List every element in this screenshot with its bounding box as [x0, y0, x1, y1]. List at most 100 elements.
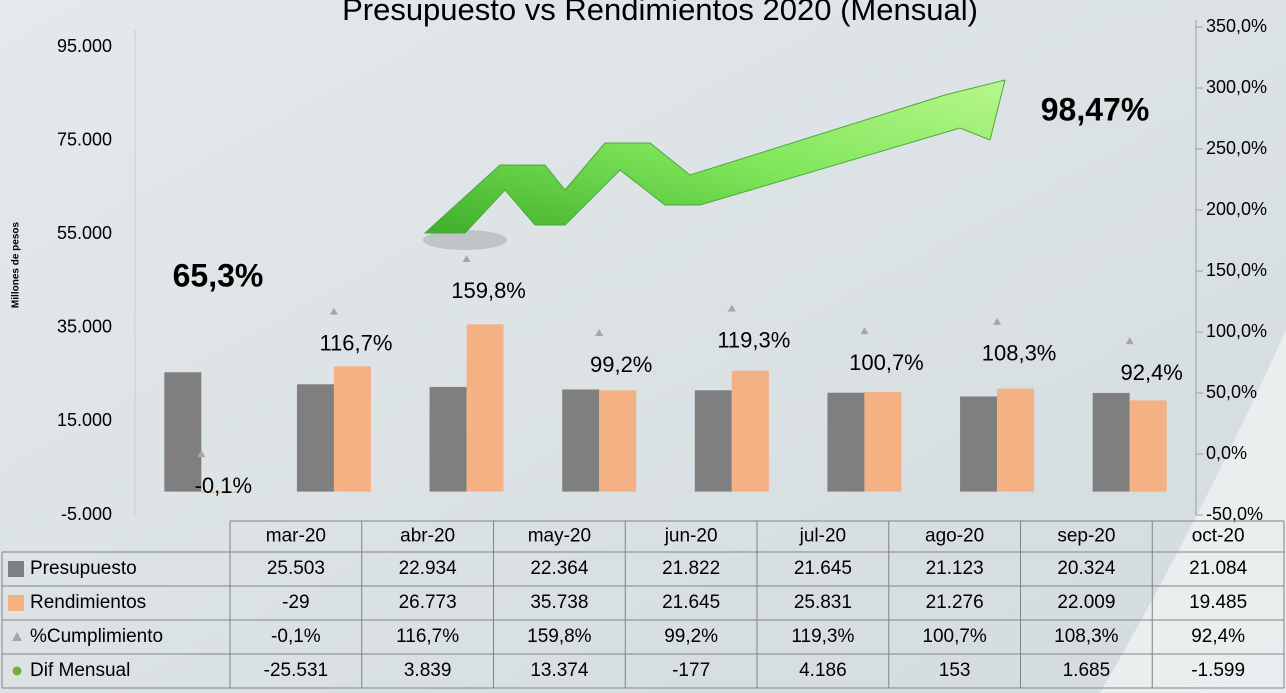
- table-cell: 108,3%: [1054, 626, 1119, 647]
- arrow-graphic: [423, 79, 1006, 234]
- bar: [599, 390, 637, 492]
- bar: [960, 396, 998, 492]
- y2-tick-label: 50,0%: [1206, 382, 1257, 402]
- data-label: 108,3%: [982, 341, 1057, 366]
- table-cell: -0,1%: [271, 626, 321, 647]
- table-cell: 13.374: [530, 660, 589, 681]
- data-label: 92,4%: [1120, 360, 1182, 385]
- table-cell: -177: [672, 660, 710, 681]
- table-cell: 4.186: [799, 660, 847, 681]
- bar: [201, 491, 239, 493]
- bar: [164, 372, 202, 492]
- table-cell: 1.685: [1063, 660, 1111, 681]
- data-label: 119,3%: [717, 327, 790, 352]
- bar: [731, 370, 769, 492]
- table-cell: 21.822: [662, 558, 720, 579]
- chart-title: Presupuesto vs Rendimientos 2020 (Mensua…: [342, 0, 978, 27]
- table-cell: -29: [282, 592, 309, 613]
- marker: [993, 317, 1002, 325]
- table-header: may-20: [528, 526, 591, 547]
- legend-label: Rendimientos: [30, 592, 146, 613]
- table-cell: 119,3%: [791, 626, 854, 647]
- bar: [1092, 392, 1130, 492]
- bar: [694, 390, 732, 492]
- marker: [860, 327, 869, 335]
- table-cell: 99,2%: [664, 626, 718, 647]
- table-cell: -25.531: [264, 660, 328, 681]
- bar: [827, 392, 865, 492]
- marker: [197, 450, 206, 458]
- data-label: 99,2%: [590, 352, 652, 377]
- table-cell: 22.934: [399, 558, 458, 579]
- y-tick-label: 95.000: [57, 36, 112, 56]
- legend-symbol: [8, 561, 24, 577]
- bar: [296, 384, 334, 492]
- annotation: 65,3%: [173, 257, 264, 293]
- background-swoosh: [1100, 330, 1286, 693]
- y2-tick-label: 100,0%: [1206, 321, 1267, 341]
- legend-label: %Cumplimiento: [30, 626, 163, 647]
- arrow-shadow: [423, 230, 507, 250]
- y2-tick-label: 350,0%: [1206, 16, 1267, 36]
- y2-tick-label: 250,0%: [1206, 138, 1267, 158]
- legend-symbol: [8, 595, 24, 611]
- table-cell: 26.773: [399, 592, 457, 613]
- bar: [1129, 400, 1167, 492]
- table-header: sep-20: [1057, 526, 1115, 547]
- bar: [997, 388, 1035, 492]
- table-cell: 20.324: [1057, 558, 1116, 579]
- table-cell: 92,4%: [1191, 626, 1245, 647]
- table-header: jun-20: [664, 526, 718, 547]
- table-cell: 21.084: [1189, 558, 1248, 579]
- data-label: 159,8%: [451, 278, 526, 303]
- table-cell: 22.009: [1057, 592, 1115, 613]
- table-cell: 22.364: [530, 558, 589, 579]
- table-header: ago-20: [925, 526, 984, 547]
- table-cell: 19.485: [1189, 592, 1247, 613]
- table-cell: 25.831: [794, 592, 852, 613]
- marker: [595, 328, 604, 336]
- y-axis-label: Millones de pesos: [11, 221, 22, 308]
- legend-symbol: [12, 666, 22, 676]
- table-cell: 3.839: [404, 660, 452, 681]
- data-label: -0,1%: [195, 473, 252, 498]
- y-tick-label: 75.000: [57, 129, 112, 149]
- bar: [333, 366, 371, 492]
- bar: [466, 324, 504, 492]
- legend-label: Presupuesto: [30, 558, 137, 579]
- table-cell: 35.738: [530, 592, 588, 613]
- table-header: mar-20: [266, 526, 326, 547]
- data-label: 116,7%: [319, 330, 392, 355]
- table-header: jul-20: [799, 526, 846, 547]
- legend-symbol: [12, 632, 22, 641]
- y2-tick-label: 200,0%: [1206, 199, 1267, 219]
- bar: [429, 386, 467, 492]
- table-cell: 159,8%: [527, 626, 592, 647]
- table-cell: 116,7%: [396, 626, 459, 647]
- y2-tick-label: -50,0%: [1206, 504, 1263, 524]
- marker: [329, 307, 338, 315]
- table-cell: 21.645: [662, 592, 720, 613]
- y2-tick-label: 0,0%: [1206, 443, 1247, 463]
- annotation: 98,47%: [1041, 91, 1150, 127]
- data-label: 100,7%: [849, 350, 924, 375]
- y-tick-label: 55.000: [57, 223, 112, 243]
- y2-tick-label: 300,0%: [1206, 77, 1267, 97]
- table-header: oct-20: [1192, 526, 1245, 547]
- table-cell: 21.123: [926, 558, 984, 579]
- y2-tick-label: 150,0%: [1206, 260, 1267, 280]
- table-cell: 153: [939, 660, 971, 681]
- table-cell: 21.276: [926, 592, 984, 613]
- bar: [562, 389, 600, 492]
- y-tick-label: 35.000: [57, 317, 112, 337]
- marker: [727, 304, 736, 312]
- legend-label: Dif Mensual: [30, 660, 130, 681]
- table-cell: -1.599: [1191, 660, 1245, 681]
- y-tick-label: 15.000: [57, 410, 112, 430]
- y-tick-label: -5.000: [61, 504, 112, 524]
- table-cell: 21.645: [794, 558, 852, 579]
- marker: [1125, 337, 1134, 345]
- table-cell: 25.503: [267, 558, 325, 579]
